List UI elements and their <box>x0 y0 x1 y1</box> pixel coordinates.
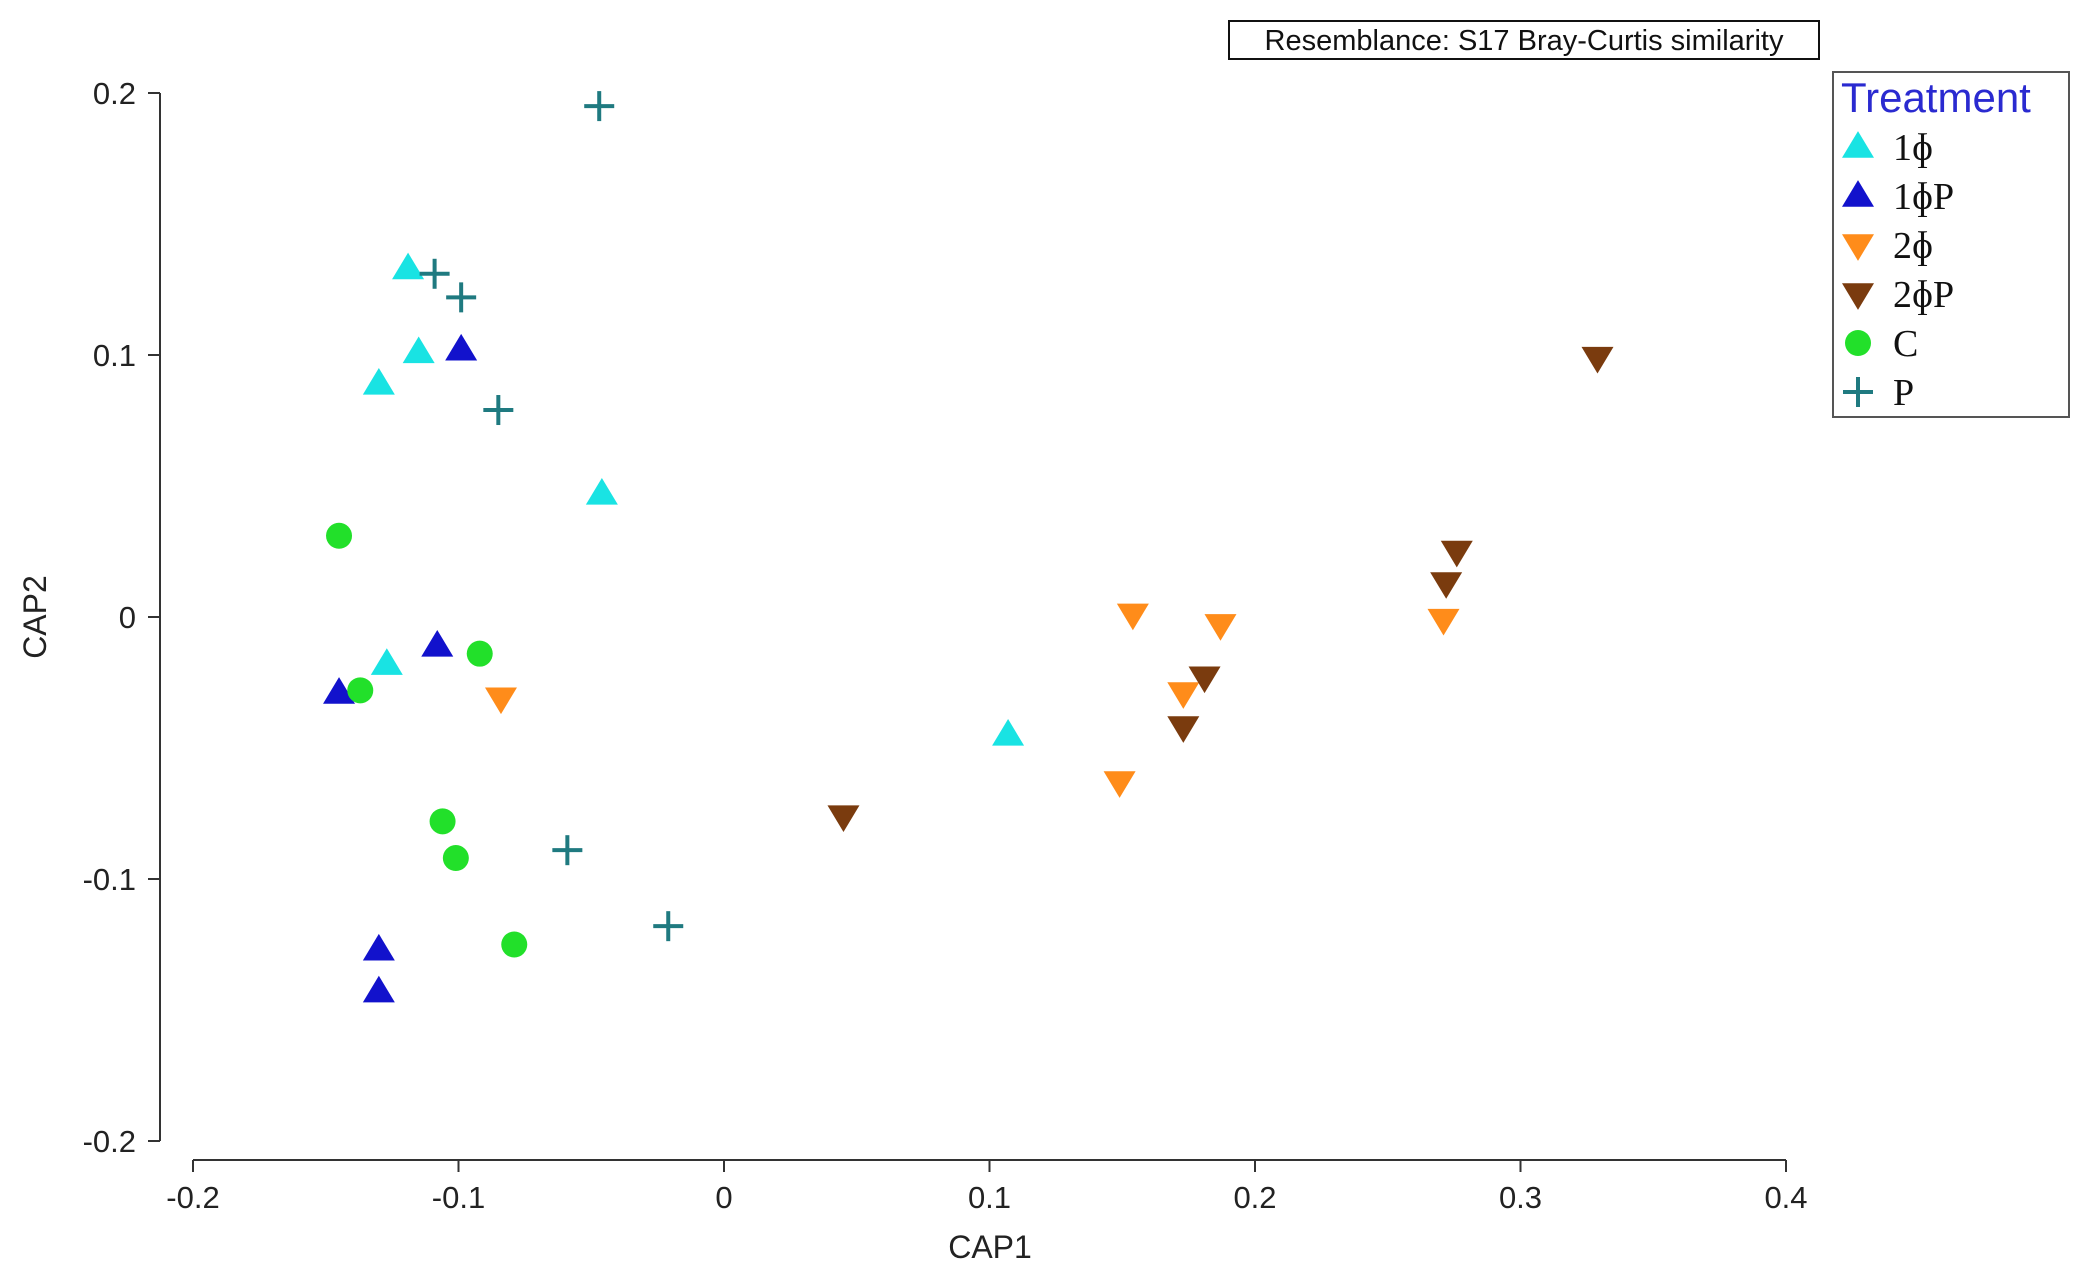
data-point <box>1103 771 1136 798</box>
x-axis-title: CAP1 <box>948 1229 1032 1265</box>
data-point <box>419 258 450 289</box>
legend-marker <box>1843 377 1873 407</box>
data-point <box>392 252 425 280</box>
legend-label: 2ɸP <box>1893 274 1954 316</box>
resemblance-label: Resemblance: S17 Bray-Curtis similarity <box>1265 25 1784 57</box>
data-point <box>585 477 618 505</box>
resemblance-box <box>1228 20 1820 60</box>
ticks: -0.2 -0.1 0 0.1 0.2 0.3 0.4 -0.2 -0.1 0 0.1 0.2 <box>83 76 1808 1215</box>
data-point <box>362 367 395 395</box>
legend-label: 1ɸP <box>1893 176 1954 218</box>
data-point <box>584 91 615 122</box>
legend-box <box>1832 71 2070 418</box>
x-tick-label: 0.3 <box>1499 1180 1542 1215</box>
data-point <box>362 975 395 1003</box>
axes <box>159 93 1786 1161</box>
data-point <box>1188 666 1221 694</box>
data-point <box>421 629 454 657</box>
legend-marker <box>1842 131 1874 158</box>
y-tick-label: 0.1 <box>93 338 136 373</box>
legend-marker <box>1845 330 1871 356</box>
data-point <box>1204 614 1237 641</box>
data-point <box>552 835 583 866</box>
legend-title: Treatment <box>1841 74 2031 121</box>
legend-items: 1ɸ 1ɸP 2ɸ 2ɸP CP <box>1842 127 1954 414</box>
data-point <box>1430 572 1463 599</box>
data-point <box>347 677 374 704</box>
series-group <box>323 333 478 1003</box>
data-point <box>484 687 517 715</box>
data-point <box>501 931 528 958</box>
legend: Treatment 1ɸ 1ɸP 2ɸ 2ɸP CP <box>1832 71 2070 418</box>
data-point <box>1167 682 1200 709</box>
legend-label: 1ɸ <box>1893 127 1933 169</box>
legend-marker <box>1842 283 1874 310</box>
y-axis-title: CAP2 <box>17 575 53 659</box>
legend-label: 2ɸ <box>1893 225 1933 267</box>
legend-label: C <box>1893 323 1918 365</box>
legend-label: P <box>1893 372 1914 414</box>
data-point <box>483 395 514 426</box>
data-point <box>1116 603 1149 631</box>
data-point <box>442 845 469 872</box>
x-tick-label: -0.2 <box>166 1180 219 1215</box>
y-tick-label: -0.1 <box>83 862 136 897</box>
data-point <box>323 677 356 704</box>
data-point <box>827 805 860 832</box>
resemblance-annotation: Resemblance: S17 Bray-Curtis similarity <box>1228 20 1820 60</box>
data-point <box>992 719 1025 746</box>
x-tick-label: 0.1 <box>968 1180 1011 1215</box>
x-tick-label: -0.1 <box>432 1180 485 1215</box>
data-point <box>429 808 456 835</box>
y-tick-label: 0.2 <box>93 76 136 111</box>
series-group <box>827 346 1614 832</box>
series-group <box>419 91 684 942</box>
series-group <box>484 603 1460 798</box>
data-point <box>446 282 477 313</box>
data-point <box>370 648 403 675</box>
x-tick-label: 0.4 <box>1764 1180 1807 1215</box>
y-tick-label: -0.2 <box>83 1124 136 1159</box>
data-point <box>1440 540 1473 568</box>
data-point <box>1581 346 1614 374</box>
data-points <box>323 91 1614 1003</box>
y-tick-label: 0 <box>119 600 136 635</box>
data-point <box>402 336 435 364</box>
x-tick-label: 0.2 <box>1233 1180 1276 1215</box>
data-point <box>326 522 353 549</box>
series-group <box>362 252 1025 746</box>
series-group <box>326 522 528 958</box>
data-point <box>1427 608 1460 636</box>
legend-marker <box>1842 180 1874 207</box>
data-point <box>653 911 684 942</box>
data-point <box>445 333 478 361</box>
x-tick-label: 0 <box>715 1180 732 1215</box>
legend-marker <box>1842 234 1874 261</box>
data-point <box>362 933 395 961</box>
data-point <box>466 640 493 667</box>
data-point <box>1167 716 1200 743</box>
